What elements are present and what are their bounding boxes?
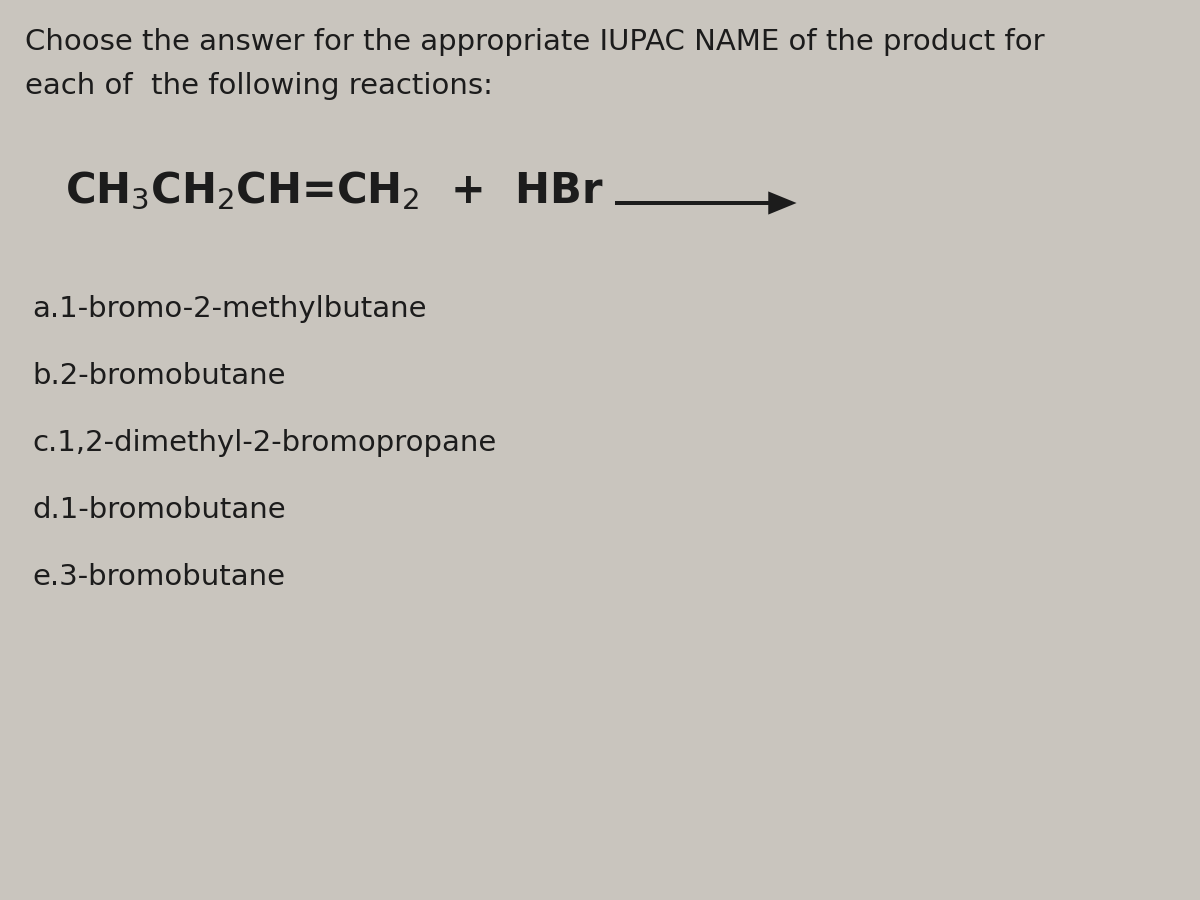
Text: CH$_3$CH$_2$CH=CH$_2$  +  HBr: CH$_3$CH$_2$CH=CH$_2$ + HBr <box>65 170 604 212</box>
Text: a.1-bromo-2-methylbutane: a.1-bromo-2-methylbutane <box>32 295 426 323</box>
Text: Choose the answer for the appropriate IUPAC NAME of the product for: Choose the answer for the appropriate IU… <box>25 28 1045 56</box>
Text: e.3-bromobutane: e.3-bromobutane <box>32 563 286 591</box>
Text: c.1,2-dimethyl-2-bromopropane: c.1,2-dimethyl-2-bromopropane <box>32 429 497 457</box>
Text: d.1-bromobutane: d.1-bromobutane <box>32 496 286 524</box>
Text: each of  the following reactions:: each of the following reactions: <box>25 72 493 100</box>
FancyArrow shape <box>616 194 792 212</box>
Text: b.2-bromobutane: b.2-bromobutane <box>32 362 286 390</box>
